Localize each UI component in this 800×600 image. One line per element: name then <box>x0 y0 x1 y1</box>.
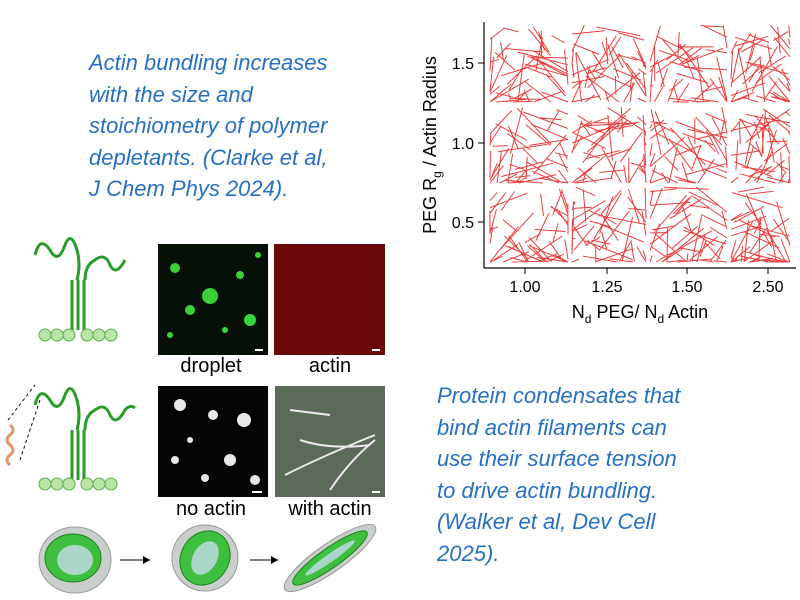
caption: no actin <box>175 498 247 520</box>
x-tick-label: 1.50 <box>671 279 702 296</box>
beads-2 <box>38 477 118 491</box>
with-actin-image <box>275 386 385 497</box>
text-line: 2025). <box>437 540 500 566</box>
text-line: Actin bundling increases <box>89 50 328 75</box>
droplets <box>167 252 261 338</box>
filaments <box>571 186 647 263</box>
text-block-top: Actin bundling increases with the size an… <box>89 47 327 205</box>
x-tick-label: 1.00 <box>509 279 540 296</box>
cell-sequence <box>38 523 377 594</box>
text-line: stoichiometry of polymer <box>89 113 328 138</box>
filaments <box>730 108 791 184</box>
panel <box>490 107 568 183</box>
x-axis-label: Nd PEG/ Nd Actin <box>572 302 708 326</box>
droplets-2 <box>171 399 260 485</box>
y-axis-label: PEG Rg / Actin Radius <box>420 56 444 234</box>
caption: with actin <box>288 498 372 520</box>
ticks: 1.5 1.0 0.5 1.00 1.25 1.50 2.50 <box>452 56 784 296</box>
zoom-line <box>19 399 41 461</box>
filaments <box>649 25 728 103</box>
beads-1 <box>38 328 118 342</box>
caption: droplet <box>180 355 242 377</box>
y-tick-label: 1.5 <box>452 56 474 73</box>
y-tick-label: 0.5 <box>452 215 474 232</box>
filament-grid <box>489 24 791 263</box>
text-line: to drive actin bundling. <box>437 477 658 503</box>
filaments <box>730 186 791 263</box>
zoom-line <box>7 384 36 421</box>
molecule-diagram-2 <box>33 387 136 480</box>
panel <box>572 25 646 102</box>
scale-bars <box>252 349 380 493</box>
filaments <box>489 189 569 263</box>
panel <box>650 25 727 102</box>
filaments <box>571 24 647 103</box>
text-line: J Chem Phys 2024). <box>89 176 289 201</box>
x-tick-label: 1.25 <box>591 279 622 296</box>
text-line: Protein condensates that <box>437 383 681 408</box>
filaments <box>730 24 791 103</box>
panel <box>650 107 727 183</box>
caption: actin <box>308 355 352 377</box>
text-line: depletants. (Clarke et al, <box>89 144 328 170</box>
y-tick-label: 1.0 <box>452 136 474 153</box>
filaments <box>489 107 569 184</box>
linker <box>5 423 15 467</box>
text-block-bottom: Protein condensates that bind actin filam… <box>437 380 680 569</box>
text-line: with the size and <box>89 81 253 107</box>
x-tick-label: 2.50 <box>752 279 783 296</box>
bundles <box>284 409 376 491</box>
text-line: bind actin filaments can <box>437 414 667 440</box>
filaments <box>571 107 647 184</box>
filaments <box>649 186 728 263</box>
text-line: (Walker et al, Dev Cell <box>437 509 656 534</box>
molecule-diagram-1 <box>33 237 127 330</box>
filaments <box>649 107 728 184</box>
filaments <box>489 26 569 103</box>
actin-image <box>274 244 385 355</box>
text-line: use their surface tension <box>437 446 677 471</box>
